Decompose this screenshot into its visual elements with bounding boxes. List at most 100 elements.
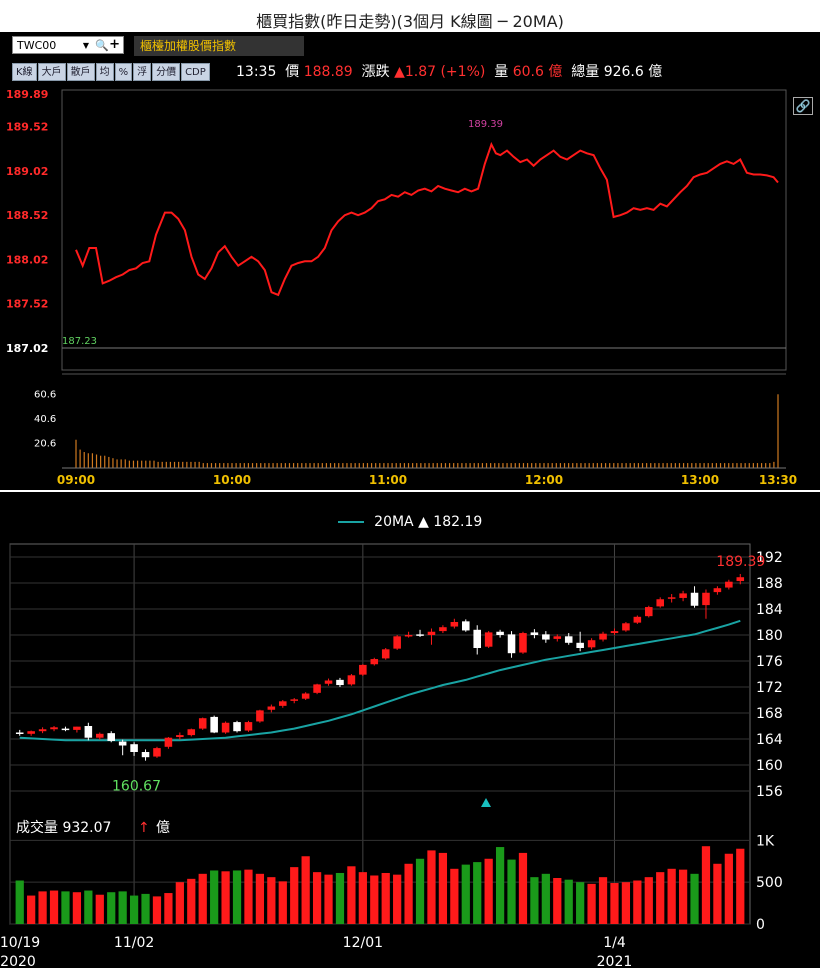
volume-unit: 億 [156, 820, 170, 836]
volume-bar [736, 848, 745, 924]
volume-bar [576, 882, 585, 924]
quote-bar: 13:35 價 188.89 漲跌 ▲1.87 (+1%) 量 60.6 億 總… [236, 63, 662, 81]
candle-body [725, 581, 733, 588]
volume-bar [107, 892, 116, 924]
candle-body [622, 623, 630, 631]
candle-body [656, 599, 664, 607]
price-label: 價 [285, 64, 300, 80]
candle-body [27, 731, 35, 734]
candle-body [301, 693, 310, 699]
candle-body [118, 741, 127, 746]
volume-bar [278, 881, 287, 924]
indicator-buttons: K線 大戶 散戶均% 浮分價 CDP [12, 63, 210, 81]
volume-bar [221, 871, 230, 924]
volume-title: 成交量 932.07 [16, 819, 111, 836]
date-tick-label: 1/4 [603, 935, 626, 951]
toolbar-button-7[interactable]: CDP [181, 63, 210, 81]
ma-legend-label: 20MA [374, 514, 414, 530]
volume-bar [507, 859, 516, 924]
link-icon[interactable]: 🔗 [793, 97, 813, 115]
candle-body [736, 577, 745, 582]
volume-bar [404, 863, 413, 924]
candle-body [427, 631, 436, 635]
time-tick-label: 13:30 [759, 473, 797, 487]
volume-bar [701, 846, 711, 924]
search-icon[interactable]: 🔍 [95, 39, 109, 52]
toolbar-button-3[interactable]: 均 [95, 63, 114, 81]
intraday-price-line [75, 141, 779, 297]
candle-body [530, 632, 539, 635]
volume-bar [187, 878, 196, 924]
candle-body [50, 727, 58, 730]
symbol-selector[interactable]: TWC00 ▼ 🔍 + [12, 36, 124, 54]
volume-bar [621, 882, 631, 924]
volume-tick-label: 500 [756, 875, 783, 891]
volume-bar [667, 868, 676, 924]
volume-bar [484, 858, 493, 924]
volume-value: 60.6 億 [512, 64, 563, 80]
candle-body [542, 634, 550, 640]
volume-bar [358, 872, 367, 924]
candle-body [496, 631, 504, 635]
toolbar-button-0[interactable]: K線 [12, 63, 37, 81]
candle-body [187, 729, 196, 736]
candle-body [507, 634, 516, 654]
price-tick-label: 164 [756, 732, 783, 748]
price-tick-label: 180 [756, 628, 783, 644]
time-tick-label: 12:00 [525, 473, 563, 487]
candle-body [84, 726, 93, 738]
toolbar-button-5[interactable]: 浮 [133, 63, 152, 81]
volume-bar [267, 877, 276, 924]
volume-bar [312, 872, 322, 924]
volume-bar [61, 891, 70, 924]
date-tick-label: 12/01 [343, 935, 383, 951]
quote-time: 13:35 [236, 64, 277, 80]
high-label: 189.39 [468, 119, 503, 130]
toolbar-button-4[interactable]: % [114, 63, 133, 81]
volume-bar [381, 872, 390, 924]
volume-bar [301, 856, 310, 924]
candle-body [73, 726, 81, 730]
candle-body [244, 722, 253, 731]
candle-body [393, 636, 401, 649]
volume-tick-label: 1K [756, 833, 775, 849]
volume-bar [553, 878, 562, 924]
volume-bar [72, 892, 82, 924]
candle-body [484, 632, 493, 647]
volume-bar [587, 883, 596, 924]
total-volume-label: 總量 [571, 64, 600, 80]
toolbar-button-6[interactable]: 分價 [152, 63, 181, 81]
volume-bar [38, 891, 47, 924]
volume-tick-label: 20.6 [34, 439, 56, 450]
volume-bar [15, 880, 24, 924]
volume-bar [244, 869, 253, 924]
candle-body [439, 627, 447, 632]
volume-bar [541, 873, 550, 924]
toolbar-button-2[interactable]: 散戶 [66, 63, 95, 81]
volume-bar [27, 895, 36, 924]
candle-body [290, 699, 298, 701]
volume-tick-label: 40.6 [34, 414, 56, 425]
candle-body [599, 633, 607, 640]
candle-body [38, 729, 47, 732]
price-tick-label: 184 [756, 602, 783, 618]
candle-body [107, 733, 115, 741]
candle-body [381, 649, 390, 659]
page-title: 櫃買指數(昨日走勢)(3個月 K線圖 ─ 20MA) [256, 12, 564, 31]
high-label: 189.39 [716, 554, 765, 570]
toolbar-button-1[interactable]: 大戶 [37, 63, 66, 81]
candle-body [416, 634, 424, 636]
volume-bar [324, 874, 333, 924]
candle-body [679, 593, 687, 598]
add-icon[interactable]: + [109, 37, 120, 52]
candle-body [313, 684, 321, 693]
volume-bar [335, 872, 345, 924]
chevron-down-icon[interactable]: ▼ [82, 41, 89, 50]
marker-triangle-icon [481, 798, 491, 807]
price-tick-label: 156 [756, 784, 783, 800]
volume-bar [255, 873, 265, 924]
candle-body [153, 748, 161, 757]
candle-body [336, 679, 344, 686]
kline-chart: 192 188 184 180 176 172 168 164 160 156 189.39 160.… [0, 543, 783, 968]
low-label: 187.23 [62, 336, 97, 347]
